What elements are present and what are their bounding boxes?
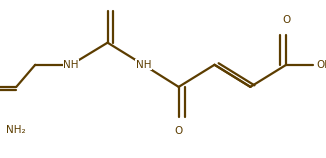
Text: O: O — [103, 0, 112, 2]
Text: OH: OH — [316, 60, 326, 70]
Text: O: O — [174, 126, 183, 136]
Text: NH: NH — [63, 60, 79, 70]
Text: O: O — [282, 15, 290, 25]
Text: NH₂: NH₂ — [7, 125, 26, 135]
Text: NH: NH — [136, 60, 151, 70]
